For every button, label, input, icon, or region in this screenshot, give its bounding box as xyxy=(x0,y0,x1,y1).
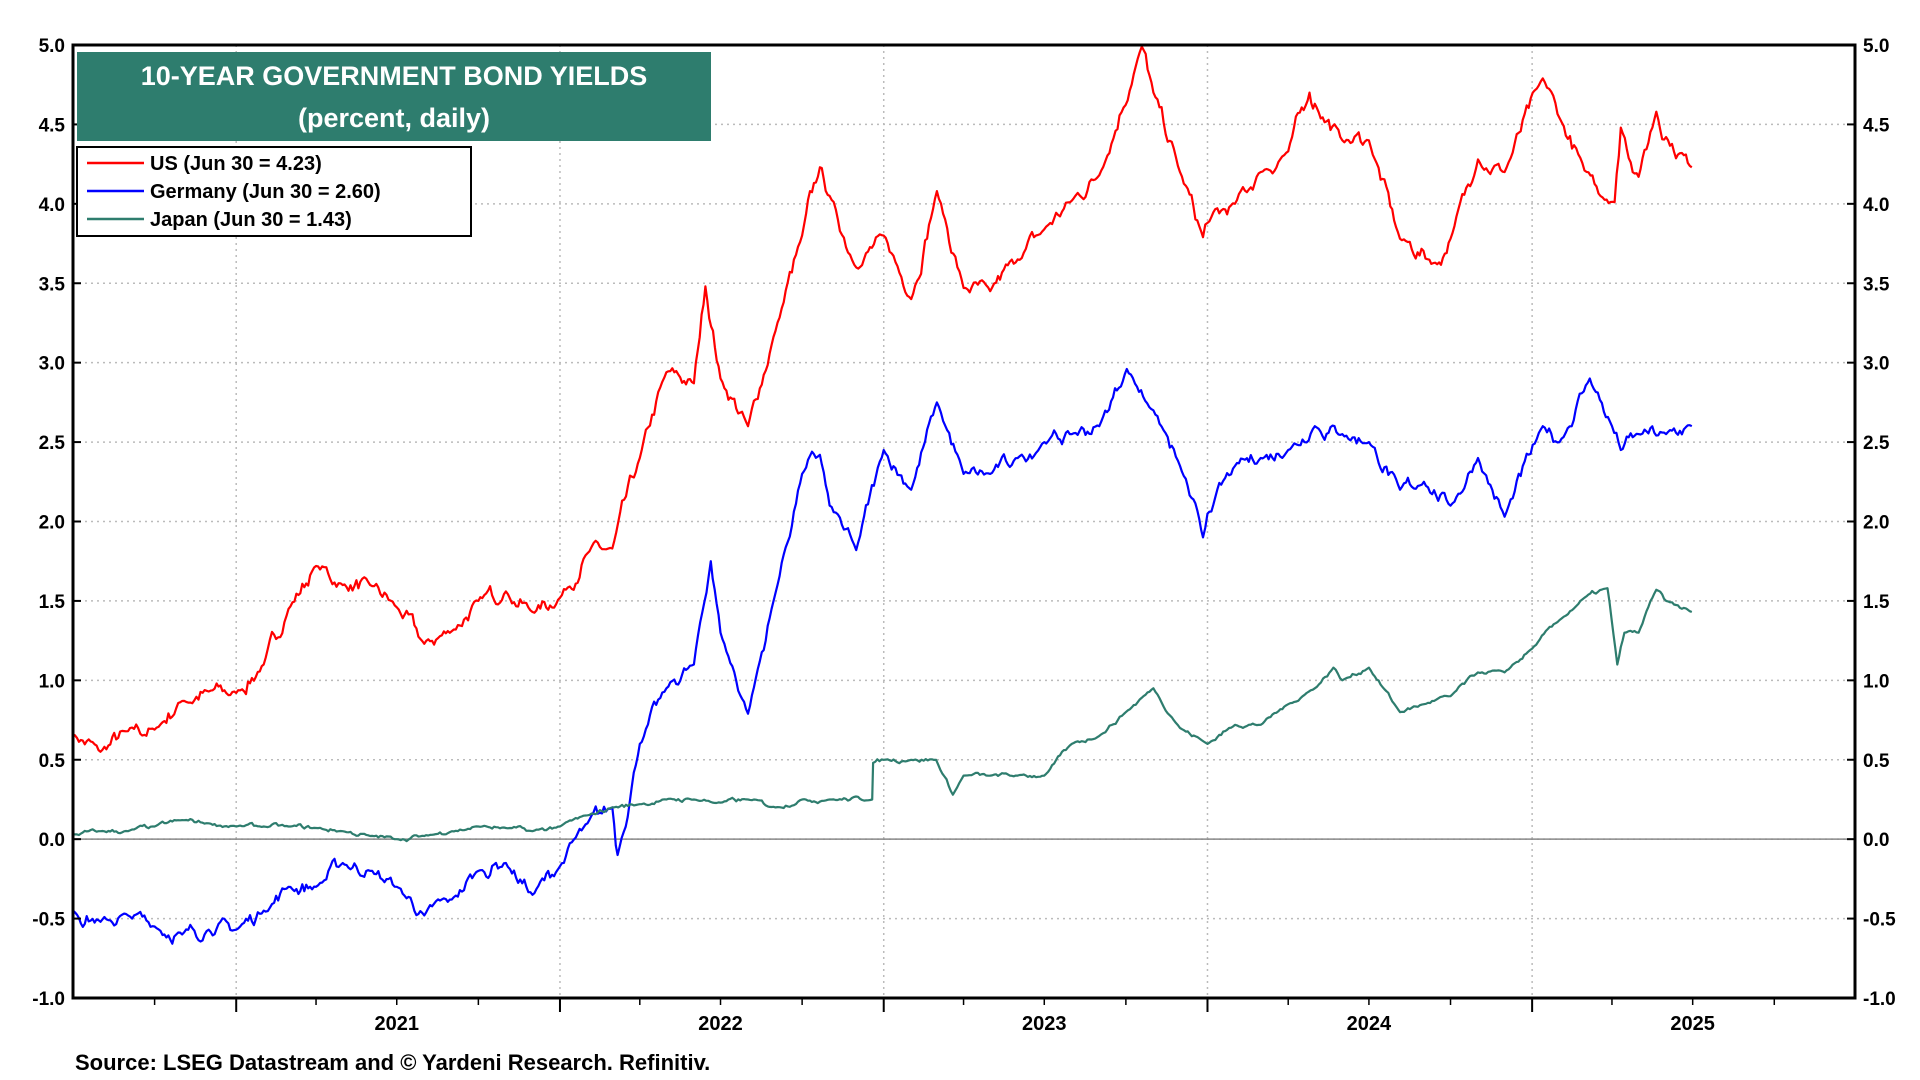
y-tick-left-2_5: 2.5 xyxy=(39,433,66,454)
y-tick-right-0_5: 0.5 xyxy=(1863,751,1890,772)
y-tick-left-2_0: 2.0 xyxy=(39,513,65,534)
y-tick-left-5_0: 5.0 xyxy=(39,36,65,57)
y-tick-left-0_5: 0.5 xyxy=(39,751,66,772)
axis-ticks: -1.0 -1.0 -0.5 -0.5 0.0 0.0 0.5 0.5 1.0 1.0 1.5 1.5… xyxy=(32,36,1896,1035)
y-tick-right-3_0: 3.0 xyxy=(1863,354,1889,375)
legend-label-us: US (Jun 30 = 4.23) xyxy=(150,153,322,175)
y-tick-left-0_0: 0.0 xyxy=(39,830,65,851)
y-tick-right-1_0: 1.0 xyxy=(1863,671,1889,692)
x-tick-label-2021: 2021 xyxy=(375,1013,420,1035)
y-tick-left-1_0: 1.0 xyxy=(39,671,65,692)
series-lines xyxy=(72,45,1693,945)
y-tick-right-3_5: 3.5 xyxy=(1863,274,1890,295)
x-tick-label-2022: 2022 xyxy=(698,1013,743,1035)
legend-label-germany: Germany (Jun 30 = 2.60) xyxy=(150,181,381,203)
series-line-us xyxy=(72,45,1693,753)
y-tick-right-neg0_5: -0.5 xyxy=(1863,910,1896,931)
y-tick-left-4_0: 4.0 xyxy=(39,195,65,216)
y-tick-right-2_0: 2.0 xyxy=(1863,513,1889,534)
y-tick-left-1_5: 1.5 xyxy=(39,592,66,613)
legend-label-japan: Japan (Jun 30 = 1.43) xyxy=(150,209,352,231)
y-tick-right-5_0: 5.0 xyxy=(1863,36,1889,57)
y-tick-right-0_0: 0.0 xyxy=(1863,830,1889,851)
series-line-japan xyxy=(72,587,1693,843)
y-tick-right-neg1_0: -1.0 xyxy=(1863,989,1896,1010)
y-tick-left-4_5: 4.5 xyxy=(39,115,66,136)
title-background xyxy=(77,52,711,141)
source-note: Source: LSEG Datastream and © Yardeni Re… xyxy=(75,1050,710,1075)
y-tick-right-2_5: 2.5 xyxy=(1863,433,1890,454)
chart-subtitle: (percent, daily) xyxy=(298,103,490,133)
x-tick-label-2023: 2023 xyxy=(1022,1013,1067,1035)
legend: US (Jun 30 = 4.23) Germany (Jun 30 = 2.6… xyxy=(76,146,472,237)
series-line-germany xyxy=(72,367,1693,945)
y-tick-right-1_5: 1.5 xyxy=(1863,592,1890,613)
x-tick-label-2025: 2025 xyxy=(1670,1013,1715,1035)
chart-title: 10-YEAR GOVERNMENT BOND YIELDS xyxy=(141,61,648,91)
y-tick-right-4_5: 4.5 xyxy=(1863,115,1890,136)
y-tick-right-4_0: 4.0 xyxy=(1863,195,1889,216)
y-tick-left-3_0: 3.0 xyxy=(39,354,65,375)
y-tick-left-3_5: 3.5 xyxy=(39,274,66,295)
y-tick-left-neg1_0: -1.0 xyxy=(32,989,65,1010)
x-tick-label-2024: 2024 xyxy=(1347,1013,1392,1035)
title-box: 10-YEAR GOVERNMENT BOND YIELDS (percent,… xyxy=(77,52,711,141)
y-tick-left-neg0_5: -0.5 xyxy=(32,910,65,931)
